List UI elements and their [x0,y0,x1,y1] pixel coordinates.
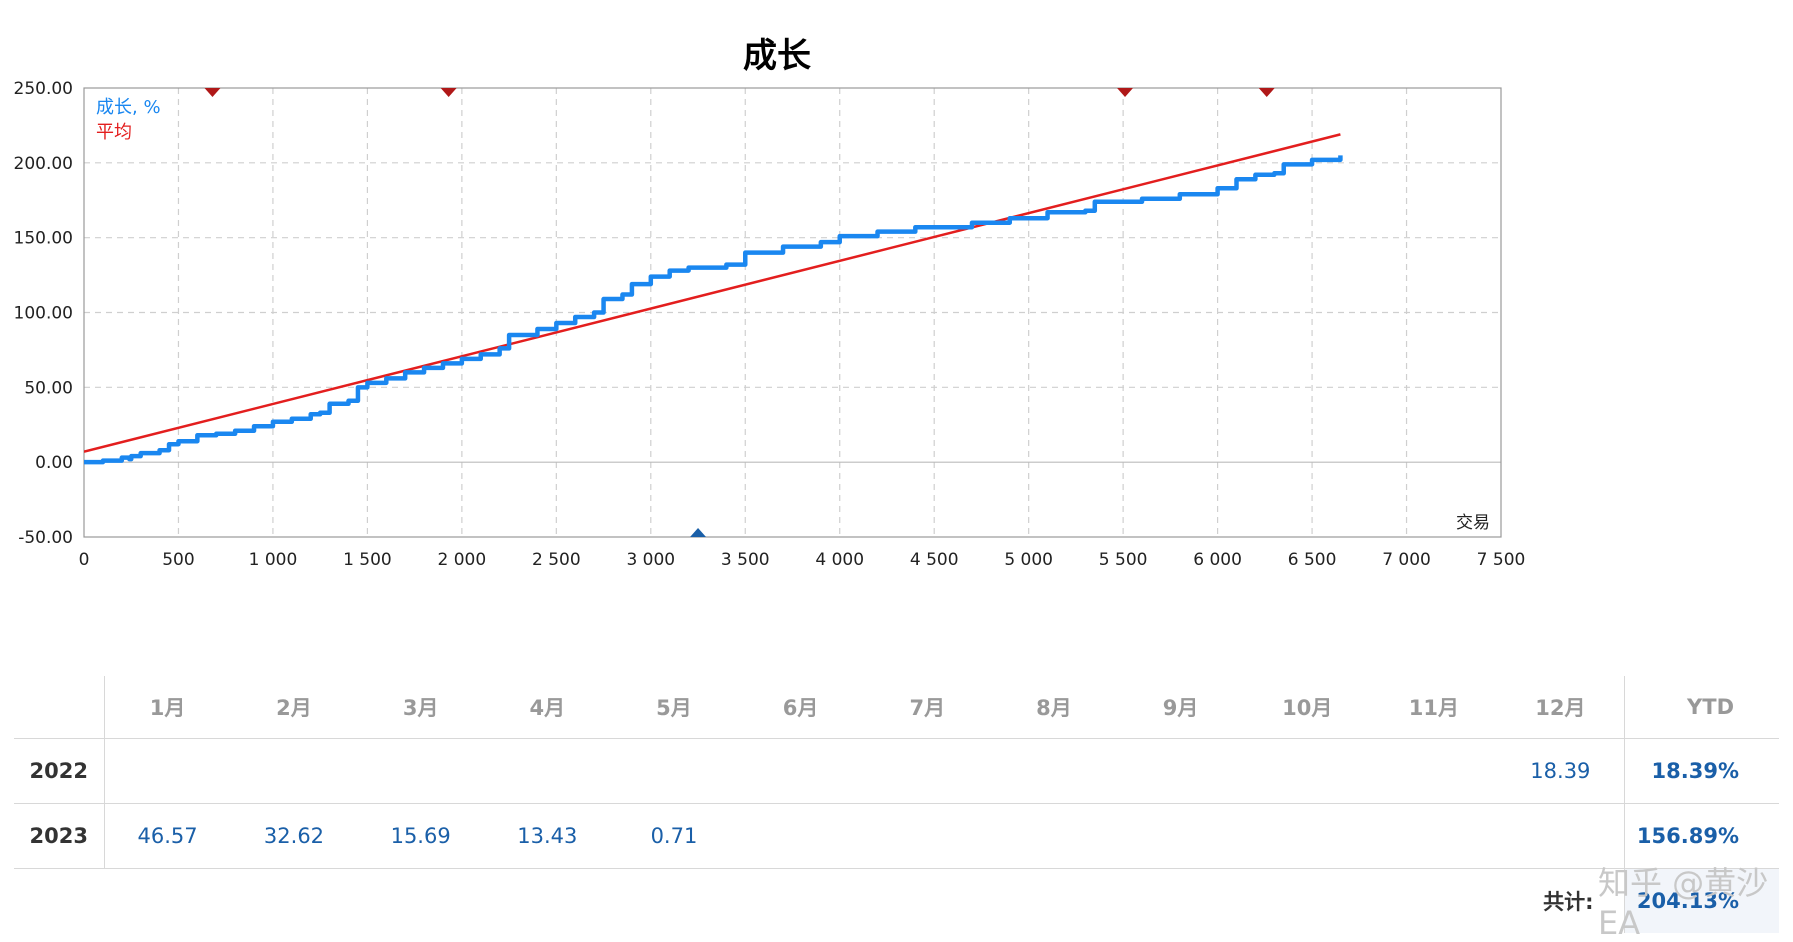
x-tick-label: 2 000 [438,550,487,570]
month-header: 4月 [529,696,566,720]
month-header: 2月 [276,696,312,720]
x-tick-label: 5 500 [1099,550,1148,570]
top-marker [440,88,457,97]
top-marker [204,88,221,97]
x-tick-label: 1 500 [343,550,392,570]
x-axis-label: 交易 [1456,513,1490,533]
x-tick-label: 1 000 [249,550,298,570]
month-value-cell [863,803,991,869]
year-header [14,676,105,739]
growth-line [84,155,1343,465]
series-group [84,133,1343,465]
ytd-header: YTD [1623,676,1779,739]
month-value-cell [1370,738,1498,804]
x-tick-label: 6 000 [1193,550,1242,570]
plot-frame [83,87,1502,538]
monthly-growth-table: 1月 2月 3月 4月 5月 6月 7月 8月 9月 10月 11月 12月 YTD 2022 18.39… [14,676,1779,933]
top-marker [1117,88,1134,97]
total-row: 共计: 204.13% [14,868,1779,933]
month-value-cell: 13.43 [483,803,611,869]
month-value-cell: 32.62 [230,803,358,869]
month-header: 1月 [149,696,186,720]
month-value-cell [1117,738,1244,804]
y-tick-label: 0.00 [35,453,73,473]
month-value-cell [863,738,991,804]
month-value-cell [990,803,1118,869]
x-tick-label: 500 [162,550,194,570]
month-header: 3月 [402,696,439,720]
watermark: 知乎 @黄沙EA [1598,864,1769,942]
ytd-cell: 18.39% [1623,738,1779,804]
month-value-cell [104,738,231,804]
grid-lines [84,88,1501,537]
legend-growth: 成长, % [96,97,161,118]
month-value-cell: 18.39 [1497,738,1624,804]
month-value-cell [1243,803,1371,869]
y-tick-label: -50.00 [18,528,73,548]
month-value-cell [990,738,1118,804]
top-marker [1258,88,1275,97]
month-header: 6月 [782,696,819,720]
y-tick-label: 50.00 [24,378,73,398]
y-tick-label: 150.00 [14,229,73,249]
month-value-cell [610,738,738,804]
month-header: 11月 [1408,696,1459,720]
month-value-cell [1497,803,1624,869]
month-value-cell [737,738,864,804]
bottom-marker [690,528,707,537]
month-header: 7月 [909,696,946,720]
table-row: 2022 18.39 18.39% [14,738,1779,804]
y-tick-label: 100.00 [14,304,73,324]
x-tick-label: 7 000 [1382,550,1431,570]
y-axis-ticks: 250.00 200.00 150.00 100.00 50.00 0.00 -50.00 [14,79,73,548]
y-tick-label: 200.00 [14,154,73,174]
month-value-cell [1117,803,1244,869]
month-value-cell [737,803,864,869]
x-tick-label: 3 000 [626,550,675,570]
y-tick-label: 250.00 [14,79,73,99]
ytd-cell: 156.89% [1623,803,1779,869]
month-header: 8月 [1036,696,1072,720]
month-header: 12月 [1535,696,1586,720]
month-value-cell [1370,803,1498,869]
legend-average: 平均 [96,122,132,143]
trade-markers [204,88,1275,537]
total-value: 204.13% [1623,868,1779,933]
month-value-cell [230,738,358,804]
x-tick-label: 3 500 [721,550,770,570]
month-value-cell: 15.69 [357,803,484,869]
chart-title: 成长 [743,36,811,76]
average-line [84,133,1341,453]
table-header-row: 1月 2月 3月 4月 5月 6月 7月 8月 9月 10月 11月 12月 YTD [14,676,1779,739]
month-value-cell: 46.57 [104,803,231,869]
month-header: 10月 [1282,696,1333,720]
x-tick-label: 4 500 [910,550,959,570]
month-value-cell [483,738,611,804]
year-cell: 2022 [14,738,105,804]
month-header: 9月 [1162,696,1199,720]
x-tick-label: 7 500 [1477,550,1526,570]
x-axis-ticks: 0 500 1 000 1 500 2 000 2 500 3 000 3 500 4 000 4… [79,550,1526,570]
x-tick-label: 5 000 [1004,550,1053,570]
month-value-cell [1243,738,1371,804]
x-tick-label: 2 500 [532,550,581,570]
growth-chart: 成长 250.00 200.00 150.00 100.00 50.00 0.00 -50.… [14,36,1526,570]
x-tick-label: 0 [79,550,90,570]
table-row: 2023 46.57 32.62 15.69 13.43 0.71 156.89% [14,803,1779,869]
year-cell: 2023 [14,803,105,869]
x-tick-label: 4 000 [815,550,864,570]
month-value-cell: 0.71 [610,803,738,869]
total-label: 共计: [14,868,1624,933]
x-tick-label: 6 500 [1288,550,1337,570]
month-value-cell [357,738,484,804]
month-header: 5月 [656,696,692,720]
